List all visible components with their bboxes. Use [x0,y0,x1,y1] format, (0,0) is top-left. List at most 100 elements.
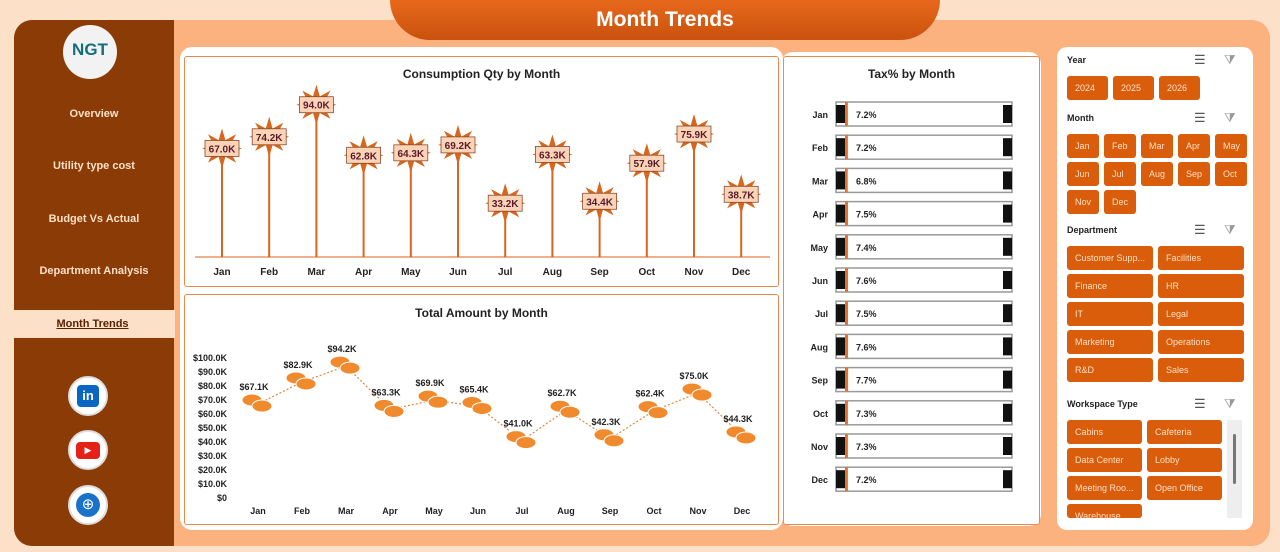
slicer-item[interactable]: Customer Supp... [1067,246,1153,270]
globe-icon[interactable]: ⊕ [68,485,108,525]
youtube-icon[interactable]: ▶ [68,430,108,470]
slicer-item[interactable]: Meeting Roo... [1067,476,1142,500]
data-label: $82.9K [283,360,313,370]
data-label-box [629,154,665,172]
clear-filter-icon[interactable]: ⧩ [1224,396,1236,411]
nav-utility-type-cost[interactable]: Utility type cost [53,160,135,172]
bar-cap-right [1003,204,1012,223]
clear-filter-icon[interactable]: ⧩ [1224,222,1236,237]
multi-select-icon[interactable]: ☰ [1194,396,1206,411]
coin-marker [691,388,713,402]
slicer-item[interactable]: 2025 [1113,76,1154,100]
slicer-item[interactable]: Open Office [1147,476,1222,500]
data-label: 7.7% [856,376,877,386]
bar-track [835,400,1013,426]
slicer-item[interactable]: 2024 [1067,76,1108,100]
data-label-box [204,140,240,157]
x-tick-label: Nov [689,506,706,516]
data-label: 94.0K [303,101,330,112]
slicer-item[interactable]: Sep [1178,162,1210,186]
multi-select-icon[interactable]: ☰ [1194,52,1206,67]
slicer-item[interactable]: Facilities [1158,246,1244,270]
data-label: 7.6% [856,276,877,286]
slicer-item[interactable]: 2026 [1159,76,1200,100]
chart-title: Tax% by Month [867,67,956,81]
slicer-item[interactable]: HR [1158,274,1244,298]
bar-cap-left [836,171,845,190]
bar-track [835,433,1013,459]
nav-month-trends[interactable]: Month Trends [10,310,175,338]
slicer-item[interactable]: Apr [1178,134,1210,158]
x-tick-label: Aug [557,506,575,516]
bar-cap-right [1003,105,1012,123]
clear-filter-icon[interactable]: ⧩ [1224,52,1236,67]
x-tick-label: Dec [734,506,751,516]
slicer-item[interactable]: Nov [1067,190,1099,214]
scrollbar[interactable] [1227,420,1242,518]
y-tick-label: $20.0K [198,465,228,475]
data-label-box [723,185,759,203]
slicer-item[interactable]: Legal [1158,302,1244,326]
data-label-box [582,192,618,210]
slicer-item[interactable]: Data Center [1067,448,1142,472]
slicer-item[interactable]: IT [1067,302,1153,326]
x-tick-label: Oct [646,506,661,516]
multi-select-icon[interactable]: ☰ [1194,222,1206,237]
slicer-item[interactable]: Cafeteria [1147,420,1222,444]
consumption-svg: 67.0K Jan 74.2K Feb 94.0K Mar 62.8K Apr 64.3K May… [195,84,770,278]
data-label-box [251,128,287,146]
slicer-item[interactable]: Jun [1067,162,1099,186]
slicer-item[interactable]: Feb [1104,134,1136,158]
data-label-box [440,136,476,154]
bar-track [835,300,1013,326]
slicer-item[interactable]: Aug [1141,162,1173,186]
bar-cap-left [836,138,845,157]
data-label: $67.1K [239,382,269,392]
data-label: $41.0K [503,419,533,429]
y-tick-label: Feb [812,143,829,153]
data-label: 33.2K [492,199,519,210]
nav-budget-vs-actual[interactable]: Budget Vs Actual [48,213,140,225]
x-tick-label: Sep [590,267,608,278]
clear-filter-icon[interactable]: ⧩ [1224,110,1236,125]
slicer-item[interactable]: Mar [1141,134,1173,158]
data-label: 7.6% [856,342,877,352]
slicer-item[interactable]: Oct [1215,162,1247,186]
slicer-item[interactable]: Marketing [1067,330,1153,354]
y-tick-label: May [810,243,828,253]
total-amount-svg: $0 $10.0K $20.0K $30.0K $40.0K $50.0K $60.0K $7… [193,344,757,516]
y-tick-label: Nov [811,442,828,452]
slicer-item[interactable]: Warehouse [1067,504,1142,518]
slicer-item[interactable]: Lobby [1147,448,1222,472]
slicer-item[interactable]: R&D [1067,358,1153,382]
data-label-box [487,194,523,212]
slicer-item[interactable]: Dec [1104,190,1136,214]
slicer-item[interactable]: Cabins [1067,420,1142,444]
linkedin-icon[interactable]: in [68,376,108,416]
y-tick-label: $90.0K [198,367,228,377]
slicer-title: Year [1067,55,1087,65]
bar-cap-right [1003,403,1012,422]
slicer-item[interactable]: Sales [1158,358,1244,382]
tax-bar [845,467,848,492]
scrollbar-thumb[interactable] [1233,434,1236,484]
nav-department-analysis[interactable]: Department Analysis [39,265,149,277]
data-label: $69.9K [415,378,445,388]
nav-overview[interactable]: Overview [69,108,119,120]
y-tick-label: Dec [811,475,828,485]
bar-track [835,333,1013,360]
multi-select-icon[interactable]: ☰ [1194,110,1206,125]
slicer-item[interactable]: May [1215,134,1247,158]
bar-cap-right [1003,437,1012,455]
slicer-title: Month [1067,113,1094,123]
slicer-item[interactable]: Jul [1104,162,1136,186]
coin-marker [603,434,625,448]
y-tick-label: $60.0K [198,409,228,419]
data-label: 38.7K [728,190,755,201]
slicer-item[interactable]: Operations [1158,330,1244,354]
series-line [257,365,743,442]
x-tick-label: Mar [308,267,326,278]
slicer-item[interactable]: Jan [1067,134,1099,158]
data-label: 6.8% [856,176,877,186]
slicer-item[interactable]: Finance [1067,274,1153,298]
